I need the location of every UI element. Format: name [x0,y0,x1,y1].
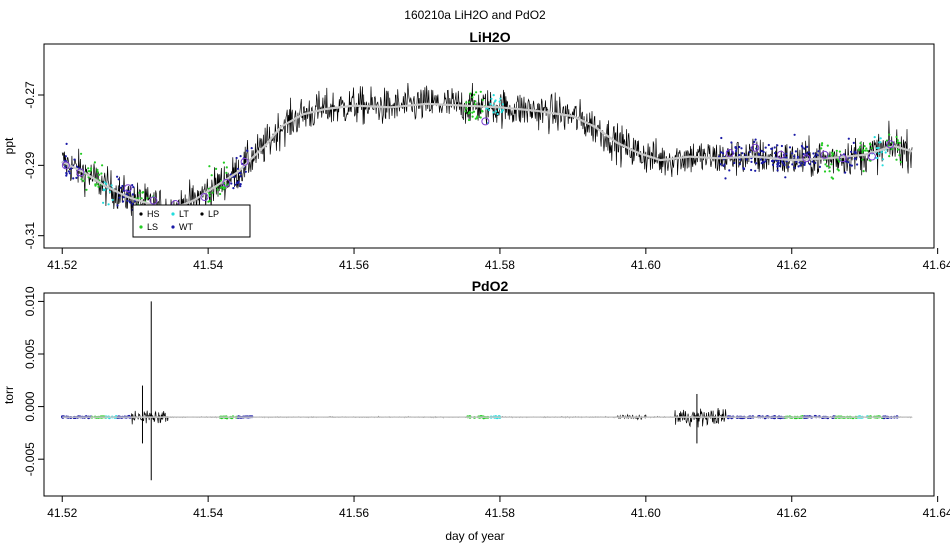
pdo2-ytick-label: 0.010 [23,286,37,316]
pdo2-xtick-label: 41.64 [923,506,950,520]
legend-swatch-lp [200,212,204,216]
sample-marker [222,178,231,187]
legend-swatch-hs [139,212,143,216]
lih2o-xtick-label: 41.58 [485,258,515,272]
pdo2-xtick-label: 41.58 [485,506,515,520]
legend-label-wt: WT [179,222,193,232]
pdo2-ytick-label: -0.005 [23,442,37,476]
pdo2-ytick-label: 0.005 [23,339,37,369]
sample-marker [776,150,785,159]
pdo2-xtick-label: 41.52 [47,506,77,520]
lih2o-ylabel: ppt [2,137,16,154]
pdo2-panel: PdO2 41.52 41.54 41.56 41.58 41.60 41.62 41.64… [2,278,950,520]
lih2o-ytick-label: -0.31 [23,222,37,250]
lih2o-axes: 41.52 41.54 41.56 41.58 41.60 41.62 41.64 -0.31… [23,81,950,272]
legend-swatch-lt [171,212,175,216]
lih2o-ytick-label: -0.29 [23,151,37,179]
sample-marker [725,149,734,158]
sample-marker [200,193,209,201]
sample-marker [240,157,249,166]
lih2o-data [61,82,913,229]
lih2o-xtick-label: 41.54 [193,258,223,272]
sample-marker [867,152,876,161]
lih2o-legend: HS LS LT WT LP [132,204,251,238]
lih2o-xtick-label: 41.56 [339,258,369,272]
pdo2-plot-frame [43,292,935,497]
legend-label-ls: LS [147,222,158,232]
lih2o-plot-frame [43,43,935,249]
sample-marker [838,154,847,163]
lih2o-xtick-label: 41.60 [631,258,661,272]
legend-swatch-ls [139,225,143,229]
sample-marker [123,184,132,193]
sample-marker [481,117,490,126]
lih2o-xtick-label: 41.52 [47,258,77,272]
lih2o-xtick-label: 41.64 [923,258,950,272]
legend-label-hs: HS [147,209,160,219]
sample-marker [76,168,85,177]
pdo2-data [61,301,913,481]
sample-marker [820,150,829,159]
sample-marker [802,154,811,163]
pdo2-xtick-label: 41.62 [777,506,807,520]
lih2o-title: LiH2O [469,29,510,45]
legend-box [132,204,251,238]
pdo2-axes: 41.52 41.54 41.56 41.58 41.60 41.62 41.64 -0.00… [23,286,950,520]
sample-marker [149,196,158,205]
lih2o-ytick-label: -0.27 [23,81,37,109]
legend-label-lp: LP [208,209,219,219]
pdo2-xtick-label: 41.56 [339,506,369,520]
segment-wt [842,137,859,174]
segment-ls [857,142,873,173]
sample-marker [886,140,895,149]
pdo2-title: PdO2 [472,278,509,294]
x-axis-label: day of year [445,529,504,543]
lih2o-xtick-label: 41.62 [777,258,807,272]
pdo2-xtick-label: 41.54 [193,506,223,520]
sample-marker [61,161,70,170]
sample-marker [751,143,760,152]
pdo2-xtick-label: 41.60 [631,506,661,520]
pdo2-ytick-label: 0.000 [23,391,37,421]
lih2o-panel: LiH2O 41.52 41.54 41.56 41.58 41.60 41.62 41.6… [2,29,950,272]
legend-label-lt: LT [179,209,189,219]
pdo2-ylabel: torr [2,386,16,404]
figure-title: 160210a LiH2O and PdO2 [404,8,546,22]
legend-swatch-wt [171,225,175,229]
series-line [61,82,913,229]
